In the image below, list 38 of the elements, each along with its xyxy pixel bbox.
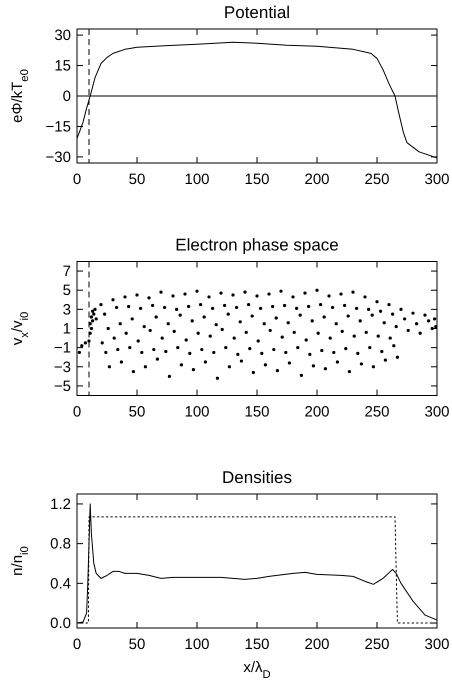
x-tick-label: 250 (364, 636, 390, 653)
x-tick-label: 50 (128, 171, 146, 188)
y-tick-label: 0 (62, 88, 71, 105)
x-tick-label: 100 (184, 404, 210, 420)
y-tick-label: 30 (54, 27, 71, 44)
x-tick-label: 300 (424, 404, 450, 420)
chart-title: Potential (224, 3, 290, 22)
y-tick-label: 0.8 (50, 536, 71, 553)
y-tick-label: 3 (62, 301, 71, 318)
x-tick-label: 50 (128, 404, 146, 420)
y-tick-label: 0.4 (50, 575, 71, 592)
x-tick-label: 300 (424, 171, 450, 188)
chart-title: Electron phase space (175, 236, 339, 254)
x-tick-label: 200 (304, 171, 330, 188)
x-tick-label: 50 (128, 636, 146, 653)
y-tick-label: 5 (62, 282, 71, 300)
x-tick-label: 250 (364, 171, 390, 188)
y-tick-label: −15 (46, 118, 71, 136)
y-tick-label: −5 (54, 378, 71, 395)
x-tick-label: 100 (184, 171, 210, 188)
y-tick-label: 0.0 (50, 615, 71, 632)
x-tick-label: 250 (364, 404, 390, 420)
y-tick-label: 7 (62, 263, 71, 280)
chart-title: Densities (222, 468, 292, 487)
y-tick-label: 1 (62, 320, 71, 338)
x-tick-label: 150 (244, 404, 270, 420)
y-tick-label: 15 (54, 58, 71, 75)
x-tick-label: 150 (244, 636, 270, 653)
x-tick-label: 300 (424, 636, 450, 653)
y-tick-label: −3 (54, 358, 71, 376)
y-tick-label: 1.2 (50, 496, 71, 513)
y-tick-label: −1 (54, 340, 71, 357)
x-tick-label: 100 (184, 636, 210, 653)
x-tick-label: 200 (304, 404, 330, 420)
y-tick-label: −30 (46, 148, 71, 166)
x-tick-label: 150 (244, 171, 270, 188)
x-tick-label: 200 (304, 636, 330, 653)
x-axis-title: x/λ$_{D}$ (243, 659, 271, 681)
